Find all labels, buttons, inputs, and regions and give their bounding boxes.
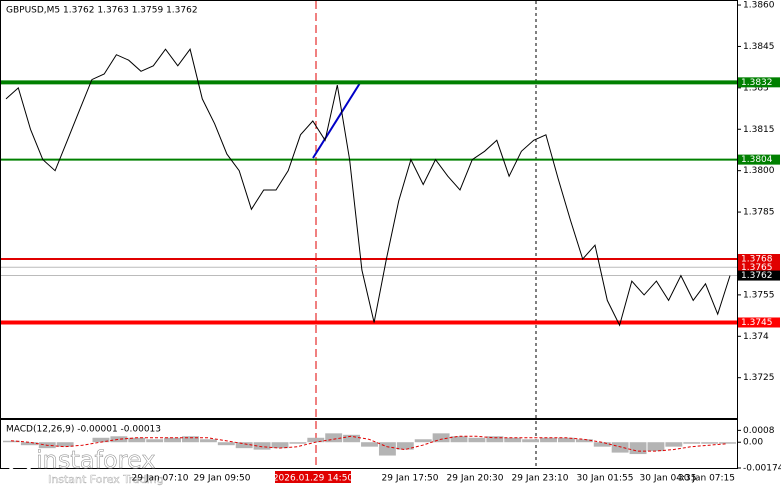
x-tick-label: 29 Jan 20:30 [447, 474, 504, 484]
level-label-box [738, 262, 780, 273]
y-tick-label: 0.0008 [743, 426, 775, 436]
level-label: 1.3832 [741, 78, 773, 88]
x-tick-label: 29 Jan 23:10 [512, 474, 569, 484]
macd-bar [289, 442, 307, 444]
macd-bar [235, 442, 253, 449]
macd-bar [217, 442, 235, 446]
y-tick-label: -0.00174 [743, 464, 781, 474]
macd-bar [396, 442, 414, 450]
macd-frame [0, 419, 738, 469]
macd-bar [575, 439, 593, 443]
y-tick-label: 1.3815 [743, 125, 775, 135]
macd-bar [593, 442, 611, 447]
y-tick-label: 1.3755 [743, 290, 775, 300]
macd-bar [343, 434, 361, 443]
macd-bar [486, 436, 504, 443]
macd-bar [665, 442, 683, 447]
x-tick-label: 2026.01.29 14:50 [273, 474, 354, 484]
macd-bar [432, 433, 450, 443]
macd-bar [271, 442, 289, 449]
y-tick-label: 1.3725 [743, 373, 775, 383]
macd-bar [56, 442, 74, 447]
macd-title: MACD(12,26,9) -0.00001 -0.00013 [6, 425, 161, 435]
macd-bar [540, 437, 557, 443]
level-label-box [738, 317, 780, 328]
macd-bar [557, 437, 575, 443]
logo-name: instaforex [36, 446, 156, 474]
macd-bar [325, 433, 343, 443]
x-tick-label: 29 Jan 17:50 [382, 474, 439, 484]
macd-bar [504, 437, 522, 443]
macd-bar [3, 440, 20, 443]
macd-bar [20, 442, 38, 446]
x-label-highlight [275, 471, 351, 483]
macd-bar [468, 437, 486, 443]
x-tick-label: 29 Jan 07:10 [132, 474, 189, 484]
price-line [5, 48, 731, 327]
macd-bar [307, 437, 325, 443]
y-tick-label: 1.3800 [743, 166, 775, 176]
x-tick-label: 30 Jan 01:55 [577, 474, 634, 484]
macd-bar [629, 442, 647, 455]
chart-title: GBPUSD,M5 1.3762 1.3763 1.3759 1.3762 [6, 6, 198, 16]
signal-line [10, 435, 728, 452]
level-label-box [738, 77, 780, 88]
macd-bar [611, 442, 629, 453]
macd-bar [647, 442, 665, 452]
logo-tagline: Instant Forex Trading [48, 473, 164, 486]
x-tick-label: 29 Jan 09:50 [194, 474, 251, 484]
macd-bar [182, 436, 199, 443]
level-label-box [738, 154, 780, 165]
macd-bar [146, 439, 164, 443]
level-label: 1.3765 [741, 263, 773, 273]
x-tick-label: 30 Jan 04:35 [640, 474, 697, 484]
y-tick-label: 1.3860 [743, 1, 775, 11]
macd-bar [92, 437, 110, 443]
macd-bar [378, 442, 396, 456]
x-tick-label: 30 Jan 07:15 [678, 474, 735, 484]
level-label: 1.3745 [741, 318, 773, 328]
macd-bar [164, 437, 182, 443]
macd-bar [414, 439, 432, 443]
macd-bar [199, 439, 217, 443]
price-frame [0, 0, 738, 419]
macd-bar [719, 442, 736, 444]
trend-line [312, 82, 361, 159]
macd-bar [683, 442, 701, 444]
macd-bar [450, 436, 468, 443]
y-tick-label: 1.383 [743, 83, 769, 93]
macd-bar [361, 442, 378, 447]
y-tick-label: 1.3845 [743, 42, 775, 52]
macd-bar [522, 439, 540, 443]
y-tick-label: 1.3785 [743, 208, 775, 218]
logo-icon [7, 449, 33, 475]
level-label: 1.3768 [741, 254, 773, 264]
y-tick-label: 1.374 [743, 332, 769, 342]
level-label: 1.3762 [741, 271, 773, 281]
logo: instaforex Instant Forex Trading [7, 446, 164, 486]
level-label-box [738, 253, 780, 264]
y-tick-label: 0.00 [743, 438, 763, 448]
level-label-box [738, 270, 780, 281]
macd-bar [128, 437, 146, 443]
macd-bar [110, 436, 128, 443]
level-label: 1.3804 [741, 155, 773, 165]
macd-bar [701, 442, 719, 444]
macd-bar [253, 442, 271, 450]
